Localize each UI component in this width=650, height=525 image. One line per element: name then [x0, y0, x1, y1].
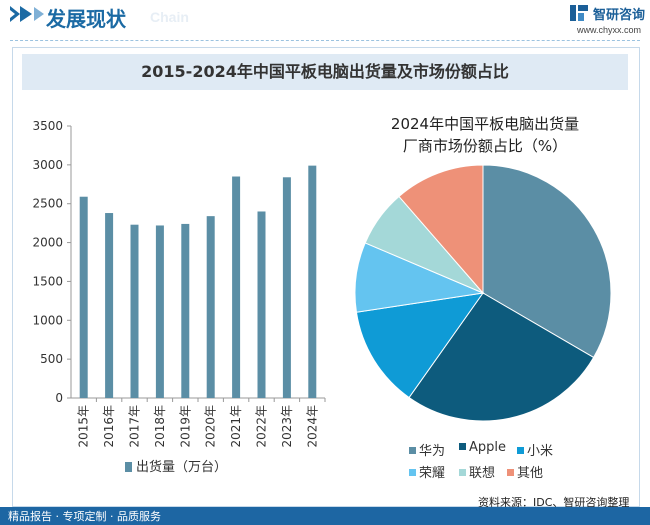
bar-legend-label: 出货量（万台） — [136, 460, 228, 475]
x-tick-label: 2018年 — [153, 405, 167, 448]
report-header: 发展现状 Chain 智研咨询 www.chyxx.com — [0, 0, 650, 40]
x-tick-label: 2015年 — [77, 405, 91, 448]
header-divider — [10, 40, 640, 41]
pie-legend-label: 荣耀 — [419, 466, 446, 481]
pie-legend-label: 小米 — [527, 444, 554, 459]
footer-bar: 精品报告 · 专项定制 · 品质服务 — [0, 507, 650, 525]
bar — [105, 213, 114, 398]
bar — [282, 177, 291, 398]
section-subtitle: Chain — [150, 9, 189, 25]
pie-title-line-1: 2024年中国平板电脑出货量 — [390, 115, 580, 133]
y-tick-label: 3500 — [32, 119, 63, 133]
pie-legend-swatch — [459, 469, 466, 476]
pie-title: 2024年中国平板电脑出货量 厂商市场份额占比（%） — [360, 113, 610, 157]
bar — [181, 223, 190, 398]
pie-title-line-2: 厂商市场份额占比（%） — [402, 137, 568, 155]
bar — [155, 225, 164, 398]
pie-slice — [482, 164, 612, 359]
y-tick-label: 3000 — [32, 158, 63, 172]
pie-legend-label: 联想 — [469, 466, 496, 481]
pie-legend-swatch — [409, 469, 416, 476]
x-tick-label: 2016年 — [102, 405, 116, 448]
y-tick-label: 0 — [55, 391, 63, 405]
bar-legend-swatch — [125, 462, 132, 472]
brand-name: 智研咨询 — [593, 8, 646, 23]
section-title: 发展现状 — [46, 7, 126, 31]
bar-legend: 出货量（万台） — [125, 456, 227, 475]
pie-slice — [408, 292, 595, 422]
bar — [130, 224, 139, 398]
pie-legend-item-honor: 荣耀 — [409, 462, 445, 481]
pie-legend-item-xiaomi: 小米 — [517, 440, 553, 459]
pie-legend-item-apple: Apple — [459, 440, 506, 455]
bar — [232, 176, 241, 398]
bar — [257, 211, 266, 398]
y-tick-label: 1000 — [32, 313, 63, 327]
x-tick-label: 2020年 — [204, 405, 218, 448]
pie-legend-label: 华为 — [419, 444, 446, 459]
pie-legend-swatch — [517, 447, 524, 454]
bar — [79, 196, 88, 398]
bar — [206, 216, 215, 398]
y-tick-label: 1500 — [32, 274, 63, 288]
double-chevron-icon — [10, 6, 44, 22]
y-tick-label: 2500 — [32, 197, 63, 211]
x-tick-label: 2022年 — [255, 405, 269, 448]
pie-legend-swatch — [409, 447, 416, 454]
pie-legend-label: Apple — [469, 440, 507, 455]
pie-legend-swatch — [459, 443, 466, 450]
x-tick-label: 2024年 — [305, 405, 319, 448]
brand-url: www.chyxx.com — [577, 25, 642, 35]
footer-slogan: 精品报告 · 专项定制 · 品质服务 — [8, 510, 161, 523]
bar — [308, 165, 317, 398]
y-tick-label: 500 — [40, 352, 63, 366]
x-tick-label: 2019年 — [178, 405, 192, 448]
pie-legend-label: 其他 — [517, 466, 544, 481]
pie-legend-item-huawei: 华为 — [409, 440, 445, 459]
x-tick-label: 2017年 — [128, 405, 142, 448]
x-tick-label: 2021年 — [229, 405, 243, 448]
pie-slice — [355, 292, 485, 399]
main-title: 2015-2024年中国平板电脑出货量及市场份额占比 — [22, 54, 628, 90]
data-source: 资料来源：IDC、智研咨询整理 — [478, 496, 630, 509]
pie-slice — [398, 164, 484, 295]
pie-legend-item-others: 其他 — [507, 462, 543, 481]
pie-legend-swatch — [507, 469, 514, 476]
pie-legend-item-lenovo: 联想 — [459, 462, 495, 481]
brand-logo-icon — [570, 5, 588, 21]
y-tick-label: 2000 — [32, 236, 63, 250]
x-tick-label: 2023年 — [280, 405, 294, 448]
